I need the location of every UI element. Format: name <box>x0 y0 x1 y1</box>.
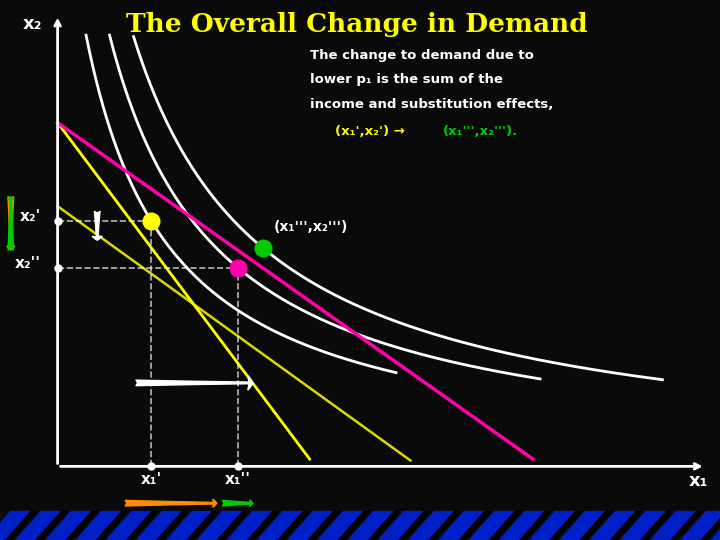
Polygon shape <box>711 511 720 540</box>
Polygon shape <box>217 511 248 540</box>
Polygon shape <box>76 511 122 540</box>
Polygon shape <box>621 511 666 540</box>
Polygon shape <box>490 511 521 540</box>
Polygon shape <box>641 511 672 540</box>
Polygon shape <box>157 511 188 540</box>
Polygon shape <box>228 511 273 540</box>
Polygon shape <box>46 511 91 540</box>
Polygon shape <box>248 511 279 540</box>
Polygon shape <box>187 511 218 540</box>
Polygon shape <box>66 511 97 540</box>
Polygon shape <box>127 511 158 540</box>
Polygon shape <box>96 511 127 540</box>
Polygon shape <box>137 511 182 540</box>
Polygon shape <box>439 511 485 540</box>
Polygon shape <box>379 511 424 540</box>
Text: The Overall Change in Demand: The Overall Change in Demand <box>125 12 588 37</box>
Polygon shape <box>338 511 369 540</box>
Polygon shape <box>258 511 303 540</box>
Polygon shape <box>0 511 31 540</box>
Polygon shape <box>348 511 394 540</box>
Text: x₂': x₂' <box>19 209 41 224</box>
Polygon shape <box>167 511 212 540</box>
Polygon shape <box>6 511 37 540</box>
Polygon shape <box>681 511 720 540</box>
Text: x₁: x₁ <box>688 472 708 490</box>
Polygon shape <box>288 511 333 540</box>
Text: x₂: x₂ <box>22 16 42 33</box>
Polygon shape <box>36 511 67 540</box>
Text: lower p₁ is the sum of the: lower p₁ is the sum of the <box>310 73 503 86</box>
Polygon shape <box>399 511 430 540</box>
Polygon shape <box>671 511 702 540</box>
Polygon shape <box>580 511 611 540</box>
Polygon shape <box>107 511 152 540</box>
Polygon shape <box>590 511 636 540</box>
Polygon shape <box>500 511 545 540</box>
Text: income and substitution effects,: income and substitution effects, <box>310 98 553 111</box>
Polygon shape <box>530 511 575 540</box>
Text: x₁': x₁' <box>140 471 162 487</box>
Polygon shape <box>560 511 606 540</box>
Polygon shape <box>197 511 243 540</box>
Text: (x₁''',x₂'''): (x₁''',x₂''') <box>274 220 348 234</box>
Text: The change to demand due to: The change to demand due to <box>310 49 534 62</box>
Text: x₁'': x₁'' <box>225 471 251 487</box>
Polygon shape <box>701 511 720 540</box>
Text: (x₁',x₂') →: (x₁',x₂') → <box>335 125 409 138</box>
Polygon shape <box>16 511 61 540</box>
Polygon shape <box>459 511 490 540</box>
Polygon shape <box>409 511 454 540</box>
Polygon shape <box>520 511 551 540</box>
Text: x₂'': x₂'' <box>14 255 40 271</box>
Polygon shape <box>429 511 460 540</box>
Polygon shape <box>651 511 696 540</box>
Polygon shape <box>308 511 339 540</box>
Polygon shape <box>611 511 642 540</box>
Polygon shape <box>278 511 309 540</box>
Polygon shape <box>318 511 364 540</box>
Polygon shape <box>550 511 581 540</box>
Polygon shape <box>369 511 400 540</box>
Polygon shape <box>469 511 515 540</box>
Text: (x₁''',x₂''').: (x₁''',x₂'''). <box>443 125 518 138</box>
